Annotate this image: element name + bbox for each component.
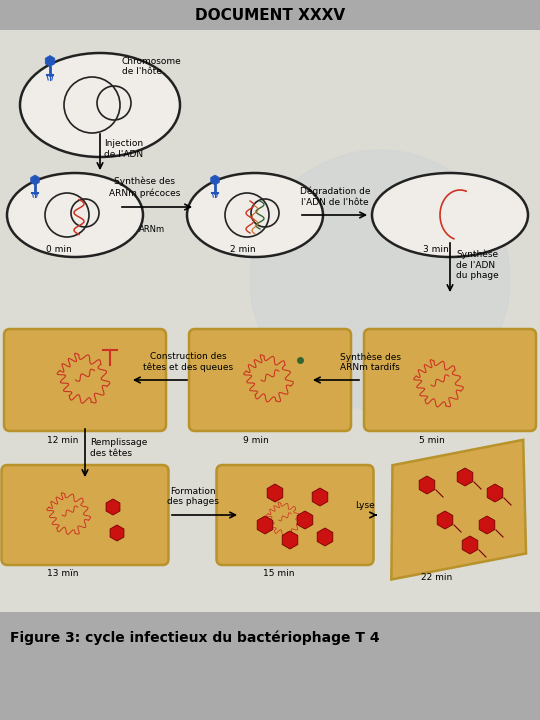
- Text: 2 min: 2 min: [230, 245, 256, 254]
- Text: ARNm: ARNm: [139, 225, 165, 234]
- Polygon shape: [437, 511, 453, 529]
- Text: 5 min: 5 min: [419, 436, 445, 445]
- Ellipse shape: [7, 173, 143, 257]
- Text: Figure 3: cycle infectieux du bactériophage T 4: Figure 3: cycle infectieux du bactérioph…: [10, 631, 380, 645]
- Polygon shape: [392, 440, 526, 580]
- Polygon shape: [479, 516, 495, 534]
- Text: Lyse: Lyse: [355, 501, 375, 510]
- Polygon shape: [45, 55, 55, 66]
- Polygon shape: [462, 536, 478, 554]
- Text: Chromosome
de l'hôte: Chromosome de l'hôte: [122, 57, 182, 76]
- Polygon shape: [31, 175, 39, 185]
- Text: Formation
des phages: Formation des phages: [167, 487, 219, 506]
- FancyBboxPatch shape: [4, 329, 166, 431]
- Polygon shape: [317, 528, 333, 546]
- Text: Remplissage
des têtes: Remplissage des têtes: [90, 438, 147, 458]
- Text: Synthèse des
ARNm précoces: Synthèse des ARNm précoces: [109, 177, 181, 197]
- Text: 0 min: 0 min: [46, 245, 72, 254]
- Polygon shape: [257, 516, 273, 534]
- Polygon shape: [487, 484, 503, 502]
- Text: 22 min: 22 min: [421, 573, 453, 582]
- Ellipse shape: [187, 173, 323, 257]
- Text: 3 min: 3 min: [423, 245, 449, 254]
- Text: Dégradation de
l'ADN de l'hôte: Dégradation de l'ADN de l'hôte: [300, 187, 370, 207]
- FancyBboxPatch shape: [217, 465, 374, 565]
- Bar: [0, 30, 540, 612]
- Text: DOCUMENT XXXV: DOCUMENT XXXV: [195, 9, 345, 24]
- Text: 15 min: 15 min: [264, 569, 295, 578]
- Polygon shape: [110, 525, 124, 541]
- Text: Synthèse
de l'ADN
du phage: Synthèse de l'ADN du phage: [456, 250, 499, 280]
- Bar: [0, 612, 540, 720]
- FancyBboxPatch shape: [2, 465, 168, 565]
- Polygon shape: [106, 499, 120, 515]
- Ellipse shape: [372, 173, 528, 257]
- Polygon shape: [419, 476, 435, 494]
- Text: Synthèse des
ARNm tardifs: Synthèse des ARNm tardifs: [340, 352, 401, 372]
- Polygon shape: [457, 468, 473, 486]
- Bar: [0, 0, 540, 30]
- Text: 9 min: 9 min: [243, 436, 269, 445]
- Text: 12 min: 12 min: [48, 436, 79, 445]
- Polygon shape: [211, 175, 219, 185]
- FancyBboxPatch shape: [364, 329, 536, 431]
- Ellipse shape: [20, 53, 180, 157]
- FancyBboxPatch shape: [189, 329, 351, 431]
- Polygon shape: [282, 531, 298, 549]
- Circle shape: [250, 150, 510, 410]
- Polygon shape: [297, 511, 313, 529]
- Text: 13 mïn: 13 mïn: [48, 569, 79, 578]
- Polygon shape: [267, 484, 283, 502]
- Polygon shape: [312, 488, 328, 506]
- Text: Injection
de l'ADN: Injection de l'ADN: [104, 139, 143, 158]
- Text: Construction des
têtes et des queues: Construction des têtes et des queues: [143, 352, 233, 372]
